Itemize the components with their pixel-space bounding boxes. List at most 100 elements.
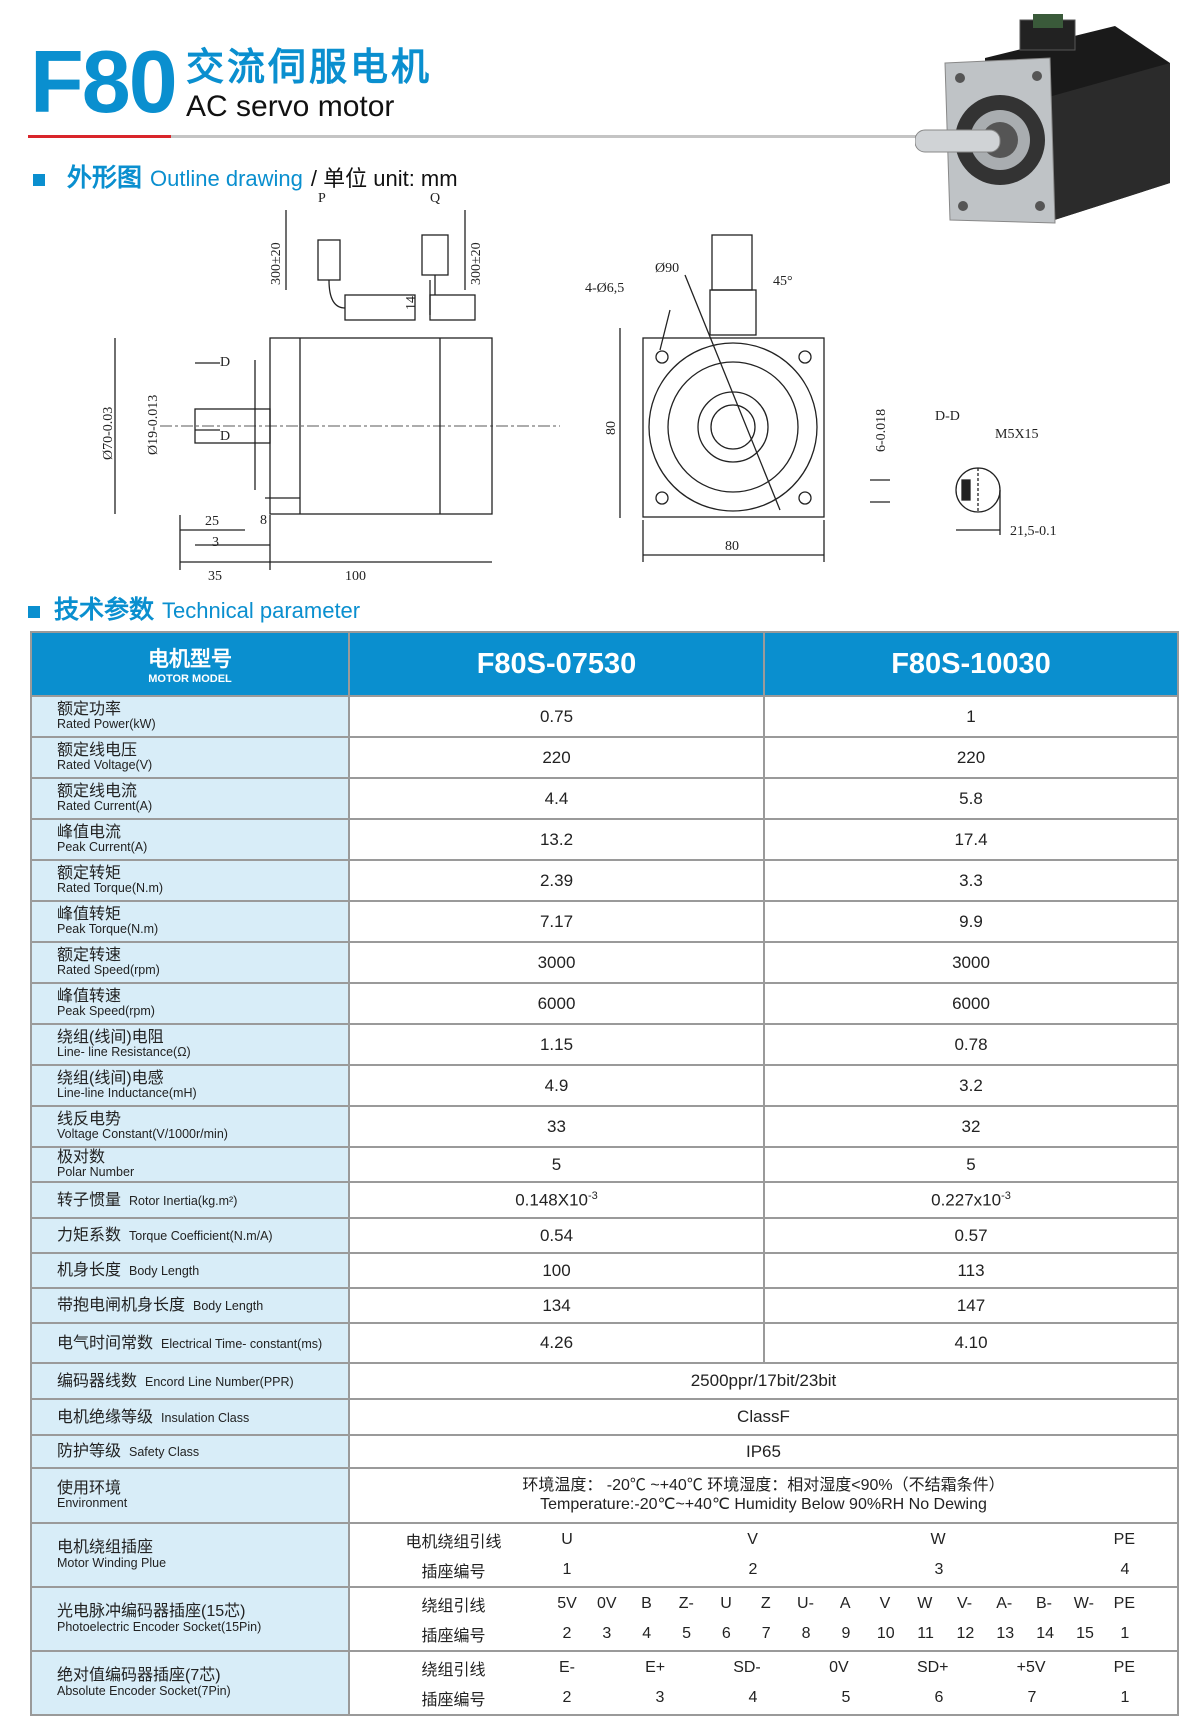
- pin-lead: W: [917, 1595, 933, 1612]
- label-l8: 8: [260, 513, 267, 528]
- model-code: F80: [30, 32, 178, 131]
- value-cell: 9.9: [763, 900, 1179, 943]
- label-d19: Ø19-0.013: [146, 395, 161, 455]
- pin-lead: 0V: [596, 1595, 617, 1612]
- pin-lead: PE: [1113, 1531, 1135, 1548]
- value-cell: 4.10: [763, 1322, 1179, 1364]
- table-row: 转子惯量 Rotor Inertia(kg.m²) 0.148X10-3 0.227x…: [30, 1181, 1179, 1219]
- pin-lead: PE: [1113, 1595, 1135, 1612]
- pin-number: 4: [1120, 1561, 1130, 1578]
- row-label: 额定转速 Rated Speed(rpm): [30, 941, 350, 984]
- label-a45: 45°: [773, 274, 793, 289]
- label-h14: 14: [404, 296, 419, 310]
- pin-number: 6: [721, 1625, 731, 1642]
- label-d1: D: [220, 355, 230, 370]
- socket-pinout: 电机绕组引线 U V W PE 插座编号 1 2 3 4: [348, 1522, 1179, 1588]
- value-cell: 32: [763, 1105, 1179, 1148]
- value-cell: 5: [763, 1146, 1179, 1183]
- pin-number: 5: [682, 1625, 691, 1642]
- pin-number: 2: [562, 1625, 572, 1642]
- row-label: 绕组(线间)电阻 Line- line Resistance(Ω): [30, 1023, 350, 1066]
- label-m5: M5X15: [995, 427, 1039, 442]
- value-cell: 6000: [348, 982, 765, 1025]
- pin-number: 14: [1036, 1625, 1055, 1642]
- label-q: Q: [430, 191, 440, 206]
- label-h80: 80: [604, 421, 619, 435]
- value-cell: 3.3: [763, 859, 1179, 902]
- row-label: 电气时间常数 Electrical Time- constant(ms): [30, 1322, 350, 1364]
- label-w80: 80: [725, 539, 739, 554]
- pin-number: 2: [748, 1561, 758, 1578]
- socket-row: 电机绕组插座 Motor Winding Plue 电机绕组引线 U V W PE 插座编号 1…: [30, 1522, 1179, 1588]
- row-label: 机身长度 Body Length: [30, 1252, 350, 1289]
- pin-number: 6: [934, 1689, 944, 1706]
- row-label: 使用环境 Environment: [30, 1467, 350, 1524]
- label-d2: D: [220, 429, 230, 444]
- environment-value: 环境温度： -20℃ ~+40℃ 环境湿度：相对湿度<90%（不结霜条件） Tem…: [348, 1467, 1179, 1524]
- row-label: 峰值转速 Peak Speed(rpm): [30, 982, 350, 1025]
- pin-lead: B-: [1036, 1595, 1052, 1612]
- pin-lead: 5V: [557, 1595, 577, 1612]
- table-row: 极对数 Polar Number 5 5: [30, 1146, 1179, 1183]
- table-row: 绕组(线间)电阻 Line- line Resistance(Ω) 1.15 0.78: [30, 1023, 1179, 1066]
- pin-number: 4: [748, 1689, 758, 1706]
- row-label: 光电脉冲编码器插座(15芯) Photoelectric Encoder Sock…: [30, 1586, 350, 1652]
- pin-number: 9: [841, 1625, 851, 1642]
- value-cell: 4.9: [348, 1064, 765, 1107]
- value-cell: 220: [763, 736, 1179, 779]
- table-row: 额定线电压 Rated Voltage(V) 220 220: [30, 736, 1179, 779]
- row-label: 绕组(线间)电感 Line-line Inductance(mH): [30, 1064, 350, 1107]
- value-cell: 4.26: [348, 1322, 765, 1364]
- table-row: 额定转速 Rated Speed(rpm) 3000 3000: [30, 941, 1179, 984]
- pin-number: 10: [876, 1625, 895, 1642]
- pin-lead: V-: [956, 1595, 973, 1612]
- pin-number: 1: [1120, 1689, 1130, 1706]
- value-cell: 0.78: [763, 1023, 1179, 1066]
- value-cell: 100: [348, 1252, 765, 1289]
- label-key: 6-0.018: [874, 409, 889, 452]
- label-l25: 25: [205, 514, 219, 529]
- pin-number: 7: [1027, 1689, 1037, 1706]
- label-l215: 21,5-0.1: [1010, 524, 1057, 539]
- pin-lead: E+: [645, 1659, 666, 1676]
- value-cell: 220: [348, 736, 765, 779]
- pin-lead: W: [930, 1531, 946, 1548]
- value-cell: 3000: [348, 941, 765, 984]
- row-label: 电机绕组插座 Motor Winding Plue: [30, 1522, 350, 1588]
- params-heading: 技术参数 Technical parameter: [28, 590, 360, 626]
- value-cell: 5.8: [763, 777, 1179, 820]
- socket-row: 光电脉冲编码器插座(15芯) Photoelectric Encoder Sock…: [30, 1586, 1179, 1652]
- table-row: 额定转矩 Rated Torque(N.m) 2.39 3.3: [30, 859, 1179, 902]
- row-label: 电机绝缘等级 Insulation Class: [30, 1398, 350, 1436]
- table-row: 峰值转速 Peak Speed(rpm) 6000 6000: [30, 982, 1179, 1025]
- pin-number: 3: [602, 1625, 612, 1642]
- pin-lead: U-: [797, 1595, 814, 1612]
- value-cell: ClassF: [348, 1398, 1179, 1436]
- row-label: 转子惯量 Rotor Inertia(kg.m²): [30, 1181, 350, 1219]
- value-cell: 1: [763, 695, 1179, 738]
- value-cell: 2500ppr/17bit/23bit: [348, 1362, 1179, 1400]
- value-cell: 7.17: [348, 900, 765, 943]
- pin-lead: A: [839, 1595, 851, 1612]
- pin-number: 3: [655, 1689, 665, 1706]
- row-label: 力矩系数 Torque Coefficient(N.m/A): [30, 1217, 350, 1254]
- value-cell: 33: [348, 1105, 765, 1148]
- outline-heading-en: Outline drawing: [150, 166, 303, 191]
- label-lead1: 300±20: [269, 242, 284, 285]
- table-row: 绕组(线间)电感 Line-line Inductance(mH) 4.9 3.2: [30, 1064, 1179, 1107]
- bullet-square-icon: [33, 174, 45, 186]
- label-l3: 3: [212, 535, 219, 550]
- title-zh: 交流伺服电机: [186, 47, 433, 89]
- label-p: P: [318, 191, 326, 206]
- table-row: 机身长度 Body Length 100 113: [30, 1252, 1179, 1289]
- pin-number: 5: [841, 1689, 851, 1706]
- pin-lead: PE: [1113, 1659, 1135, 1676]
- row-label: 防护等级 Safety Class: [30, 1434, 350, 1469]
- motor-flange-front: [642, 337, 825, 518]
- spec-table: 电机型号 MOTOR MODEL F80S-07530 F80S-10030 额定…: [30, 631, 1179, 1716]
- value-cell: IP65: [348, 1434, 1179, 1469]
- pin-number: 15: [1076, 1625, 1094, 1642]
- value-cell: 0.54: [348, 1217, 765, 1254]
- row-label: 额定功率 Rated Power(kW): [30, 695, 350, 738]
- pin-number: 2: [562, 1689, 572, 1706]
